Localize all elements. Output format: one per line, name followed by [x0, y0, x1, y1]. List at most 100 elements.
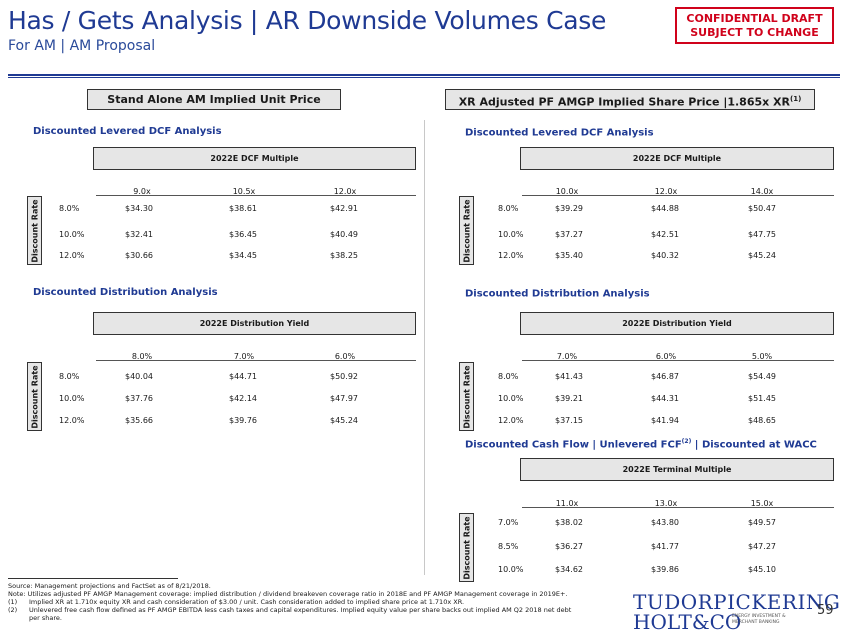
column-label-m2-0: 10.0x — [555, 187, 579, 196]
discount-rate-text-m2: Discount Rate — [462, 198, 471, 263]
value-cell-m1-1-1: $42.14 — [229, 394, 257, 403]
discount-rate-label-m1: Discount Rate — [27, 362, 42, 431]
footnote-2-num: (2) — [8, 606, 18, 614]
row-rate-m1-2: 12.0% — [59, 416, 85, 425]
row-rate-m0-1: 10.0% — [59, 230, 85, 239]
discount-rate-text-m4: Discount Rate — [462, 515, 471, 580]
column-label-m3-2: 5.0% — [751, 352, 773, 361]
row-rate-m2-1: 10.0% — [498, 230, 524, 239]
value-cell-m3-2-2: $48.65 — [748, 416, 776, 425]
column-rule-m4 — [522, 507, 834, 508]
value-cell-m4-0-0: $38.02 — [555, 518, 583, 527]
column-rule-m3 — [522, 360, 834, 361]
title-rule-thin — [8, 77, 840, 78]
confidential-line-2: SUBJECT TO CHANGE — [690, 26, 819, 39]
value-cell-m2-1-0: $37.27 — [555, 230, 583, 239]
value-cell-m1-2-2: $45.24 — [330, 416, 358, 425]
value-cell-m0-1-0: $32.41 — [125, 230, 153, 239]
value-cell-m1-1-0: $37.76 — [125, 394, 153, 403]
discount-rate-text-m3: Discount Rate — [462, 364, 471, 429]
discount-rate-label-m0: Discount Rate — [27, 196, 42, 265]
value-cell-m0-0-0: $34.30 — [125, 204, 153, 213]
row-rate-m1-0: 8.0% — [59, 372, 80, 381]
title-rule — [8, 74, 840, 76]
right-panel-header-text: XR Adjusted PF AMGP Implied Share Price … — [458, 95, 791, 109]
footnote-note: Note: Utilizes adjusted PF AMGP Manageme… — [8, 590, 568, 598]
value-cell-m4-1-0: $36.27 — [555, 542, 583, 551]
value-cell-m0-2-0: $30.66 — [125, 251, 153, 260]
value-cell-m2-0-1: $44.88 — [651, 204, 679, 213]
column-label-m0-0: 9.0x — [133, 187, 151, 196]
column-label-m0-1: 10.5x — [232, 187, 256, 196]
value-cell-m4-2-2: $45.10 — [748, 565, 776, 574]
value-cell-m3-0-2: $54.49 — [748, 372, 776, 381]
value-cell-m4-0-2: $49.57 — [748, 518, 776, 527]
value-cell-m2-0-2: $50.47 — [748, 204, 776, 213]
value-cell-m0-0-1: $38.61 — [229, 204, 257, 213]
section-title-m0: Discounted Levered DCF Analysis — [33, 126, 222, 137]
column-rule-m1 — [96, 360, 416, 361]
value-cell-m1-2-0: $35.66 — [125, 416, 153, 425]
column-label-m4-1: 13.0x — [654, 499, 678, 508]
value-cell-m1-1-2: $47.97 — [330, 394, 358, 403]
column-label-m3-0: 7.0% — [556, 352, 578, 361]
value-cell-m2-2-1: $40.32 — [651, 251, 679, 260]
confidential-line-1: CONFIDENTIAL DRAFT — [686, 12, 823, 25]
logo-line-1: TUDORPICKERING — [633, 590, 841, 614]
discount-rate-label-m4: Discount Rate — [459, 513, 474, 582]
value-cell-m0-0-2: $42.91 — [330, 204, 358, 213]
value-cell-m4-2-0: $34.62 — [555, 565, 583, 574]
value-cell-m4-2-1: $39.86 — [651, 565, 679, 574]
discount-rate-text-m1: Discount Rate — [30, 364, 39, 429]
value-cell-m4-0-1: $43.80 — [651, 518, 679, 527]
matrix-header-m0: 2022E DCF Multiple — [93, 147, 416, 170]
logo-tag-line-1: ENERGY INVESTMENT & — [732, 614, 786, 619]
value-cell-m1-0-0: $40.04 — [125, 372, 153, 381]
row-rate-m1-1: 10.0% — [59, 394, 85, 403]
section-title-m3: Discounted Distribution Analysis — [465, 287, 650, 299]
value-cell-m0-2-2: $38.25 — [330, 251, 358, 260]
value-cell-m4-1-1: $41.77 — [651, 542, 679, 551]
row-rate-m4-1: 8.5% — [498, 542, 519, 551]
section-title-text-m4: Discounted Cash Flow | Unlevered FCF — [465, 439, 682, 451]
discount-rate-text-m0: Discount Rate — [30, 198, 39, 263]
value-cell-m0-1-2: $40.49 — [330, 230, 358, 239]
column-label-m2-2: 14.0x — [750, 187, 774, 196]
section-title-text-m3: Discounted Distribution Analysis — [465, 288, 650, 300]
value-cell-m3-0-0: $41.43 — [555, 372, 583, 381]
confidential-stamp: CONFIDENTIAL DRAFT SUBJECT TO CHANGE — [675, 7, 834, 44]
section-title-suffix-m4: | Discounted at WACC — [691, 439, 817, 451]
row-rate-m2-0: 8.0% — [498, 204, 519, 213]
page-title: Has / Gets Analysis | AR Downside Volume… — [8, 6, 607, 35]
footnote-2-text-cont: per share. — [29, 614, 62, 622]
column-label-m1-0: 8.0% — [131, 352, 153, 361]
column-rule-m0 — [96, 195, 416, 196]
value-cell-m2-2-2: $45.24 — [748, 251, 776, 260]
value-cell-m3-2-0: $37.15 — [555, 416, 583, 425]
value-cell-m3-1-2: $51.45 — [748, 394, 776, 403]
column-label-m2-1: 12.0x — [654, 187, 678, 196]
right-panel-header-sup: (1) — [790, 95, 802, 103]
value-cell-m2-0-0: $39.29 — [555, 204, 583, 213]
section-title-sup-m4: (2) — [681, 438, 692, 445]
logo-line-2: HOLT&CO — [633, 610, 742, 634]
section-title-m4: Discounted Cash Flow | Unlevered FCF(2) … — [465, 438, 817, 450]
footnote-2-text: Unlevered free cash flow defined as PF A… — [29, 606, 572, 614]
row-rate-m3-0: 8.0% — [498, 372, 519, 381]
value-cell-m1-2-1: $39.76 — [229, 416, 257, 425]
section-title-text-m0: Discounted Levered DCF Analysis — [33, 126, 222, 137]
footnote-1-text: Implied XR at 1.710x equity XR and cash … — [29, 598, 465, 606]
row-rate-m3-2: 12.0% — [498, 416, 524, 425]
logo-tagline: ENERGY INVESTMENT & MERCHANT BANKING — [732, 614, 786, 625]
page-number: 59 — [817, 603, 834, 618]
logo-tag-line-2: MERCHANT BANKING — [732, 619, 780, 625]
footnote-source: Source: Management projections and FactS… — [8, 582, 211, 590]
matrix-header-m4: 2022E Terminal Multiple — [520, 458, 834, 481]
row-rate-m0-0: 8.0% — [59, 204, 80, 213]
discount-rate-label-m2: Discount Rate — [459, 196, 474, 265]
value-cell-m3-1-0: $39.21 — [555, 394, 583, 403]
footnote-rule — [8, 578, 178, 579]
section-title-text-m2: Discounted Levered DCF Analysis — [465, 127, 654, 139]
panel-divider — [424, 120, 425, 575]
row-rate-m3-1: 10.0% — [498, 394, 524, 403]
